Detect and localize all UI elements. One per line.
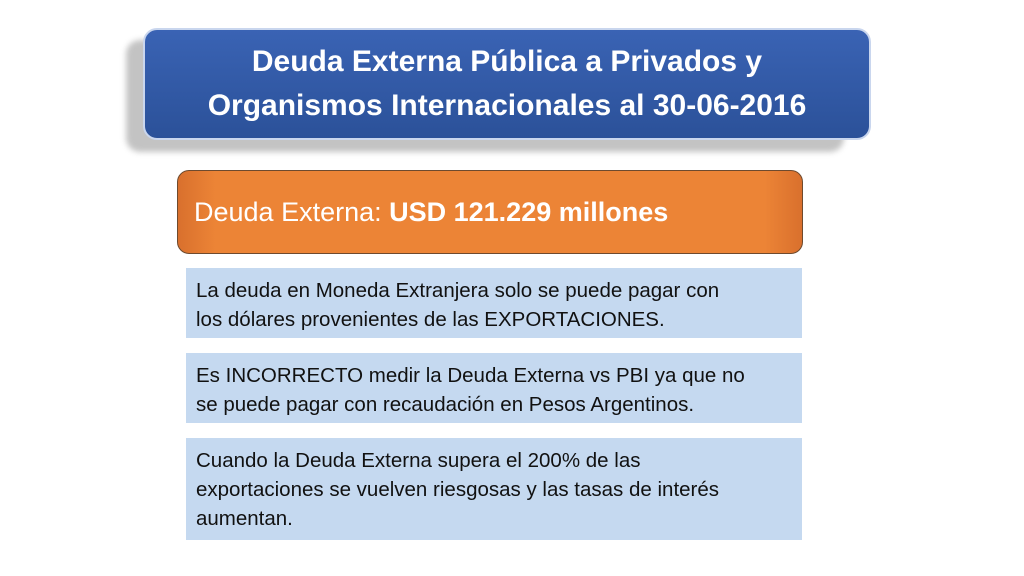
info-line: La deuda en Moneda Extranjera solo se pu…	[196, 279, 720, 302]
info-line: Es INCORRECTO medir la Deuda Externa vs …	[196, 364, 745, 387]
debt-summary: Deuda Externa: USD 121.229 millones	[194, 196, 668, 228]
info-line: se puede pagar con recaudación en Pesos …	[196, 393, 695, 416]
info-text: Cuando la Deuda Externa supera el 200% d…	[196, 446, 792, 533]
title-line-2: Organismos Internacionales al 30-06-2016	[207, 89, 807, 122]
info-line: los dólares provenientes de las EXPORTAC…	[196, 308, 665, 331]
title-banner: Deuda Externa Pública a Privados y Organ…	[143, 28, 871, 140]
info-line: Cuando la Deuda Externa supera el 200% d…	[196, 449, 641, 472]
info-line: exportaciones se vuelven riesgosas y las…	[196, 478, 720, 501]
info-box-debt-vs-gdp: Es INCORRECTO medir la Deuda Externa vs …	[186, 353, 802, 423]
debt-summary-box: Deuda Externa: USD 121.229 millones	[177, 170, 803, 254]
debt-summary-value: USD 121.229 millones	[389, 197, 669, 227]
info-text: La deuda en Moneda Extranjera solo se pu…	[196, 276, 792, 334]
info-line: aumentan.	[196, 507, 293, 530]
debt-summary-label: Deuda Externa:	[194, 197, 390, 227]
info-text: Es INCORRECTO medir la Deuda Externa vs …	[196, 361, 792, 419]
info-box-exports-threshold: Cuando la Deuda Externa supera el 200% d…	[186, 438, 802, 540]
title-line-1: Deuda Externa Pública a Privados y	[251, 45, 763, 78]
info-box-foreign-currency: La deuda en Moneda Extranjera solo se pu…	[186, 268, 802, 338]
page-title: Deuda Externa Pública a Privados y Organ…	[198, 40, 817, 128]
